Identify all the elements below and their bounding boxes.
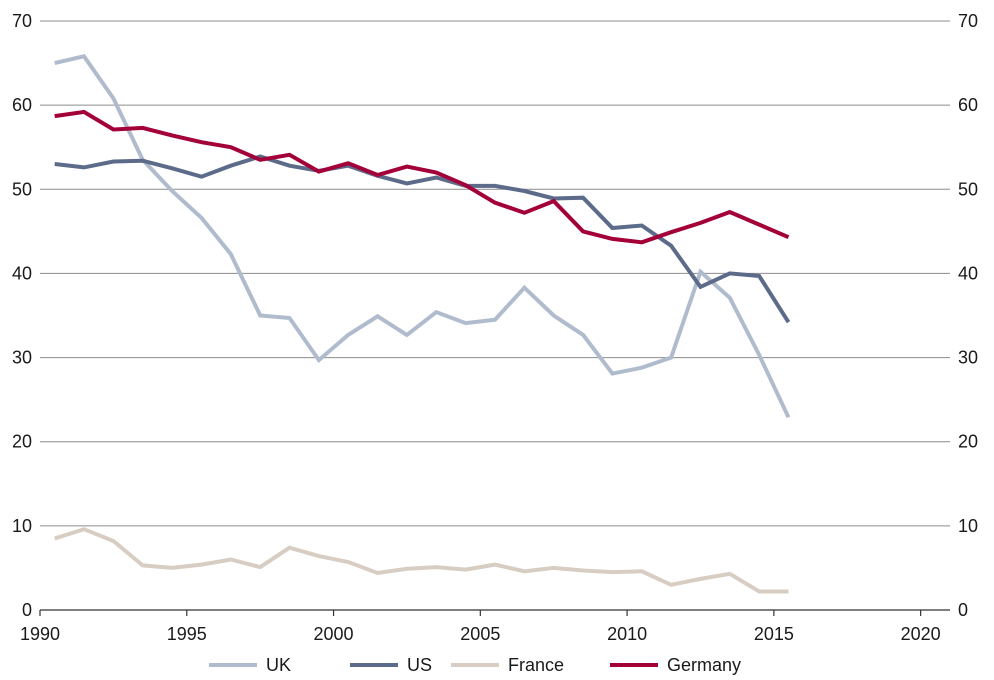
x-tick-label: 2015 bbox=[754, 624, 794, 644]
y-tick-label-left: 40 bbox=[12, 263, 32, 283]
y-tick-label-left: 30 bbox=[12, 348, 32, 368]
y-tick-label-right: 50 bbox=[958, 179, 978, 199]
y-tick-label-right: 40 bbox=[958, 263, 978, 283]
y-tick-label-right: 30 bbox=[958, 348, 978, 368]
right-y-tick-labels: 0 10 20 30 40 50 60 70 bbox=[958, 11, 978, 620]
series-line-uk bbox=[54, 54, 791, 419]
y-tick-label-left: 60 bbox=[12, 95, 32, 115]
legend-item-uk: UK bbox=[209, 655, 291, 675]
series-line-us bbox=[54, 154, 791, 324]
y-tick-label-left: 70 bbox=[12, 11, 32, 31]
left-y-tick-labels: 0 10 20 30 40 50 60 70 bbox=[12, 11, 32, 620]
legend: UK US France Germany bbox=[209, 655, 741, 675]
legend-label: France bbox=[508, 655, 564, 675]
legend-item-france: France bbox=[451, 655, 564, 675]
x-tick-labels: 1990 1995 2000 2005 2010 2015 2020 bbox=[20, 610, 941, 644]
y-tick-label-left: 10 bbox=[12, 516, 32, 536]
legend-label: UK bbox=[266, 655, 291, 675]
gridlines bbox=[40, 20, 950, 527]
x-tick-label: 2020 bbox=[901, 624, 941, 644]
y-tick-label-left: 0 bbox=[22, 600, 32, 620]
y-tick-label-right: 70 bbox=[958, 11, 978, 31]
series-line-france bbox=[54, 527, 789, 594]
y-tick-label-right: 0 bbox=[958, 600, 968, 620]
legend-label: Germany bbox=[667, 655, 741, 675]
series-lines bbox=[54, 54, 791, 594]
x-tick-label: 2005 bbox=[460, 624, 500, 644]
y-tick-label-right: 20 bbox=[958, 432, 978, 452]
x-tick-label: 1995 bbox=[167, 624, 207, 644]
x-tick-label: 2010 bbox=[607, 624, 647, 644]
y-tick-label-left: 20 bbox=[12, 432, 32, 452]
y-tick-label-left: 50 bbox=[12, 179, 32, 199]
series-line-germany bbox=[54, 109, 790, 245]
legend-item-germany: Germany bbox=[610, 655, 741, 675]
y-tick-label-right: 10 bbox=[958, 516, 978, 536]
y-tick-label-right: 60 bbox=[958, 95, 978, 115]
x-tick-label: 2000 bbox=[314, 624, 354, 644]
legend-label: US bbox=[407, 655, 432, 675]
x-tick-label: 1990 bbox=[20, 624, 60, 644]
legend-item-us: US bbox=[350, 655, 432, 675]
